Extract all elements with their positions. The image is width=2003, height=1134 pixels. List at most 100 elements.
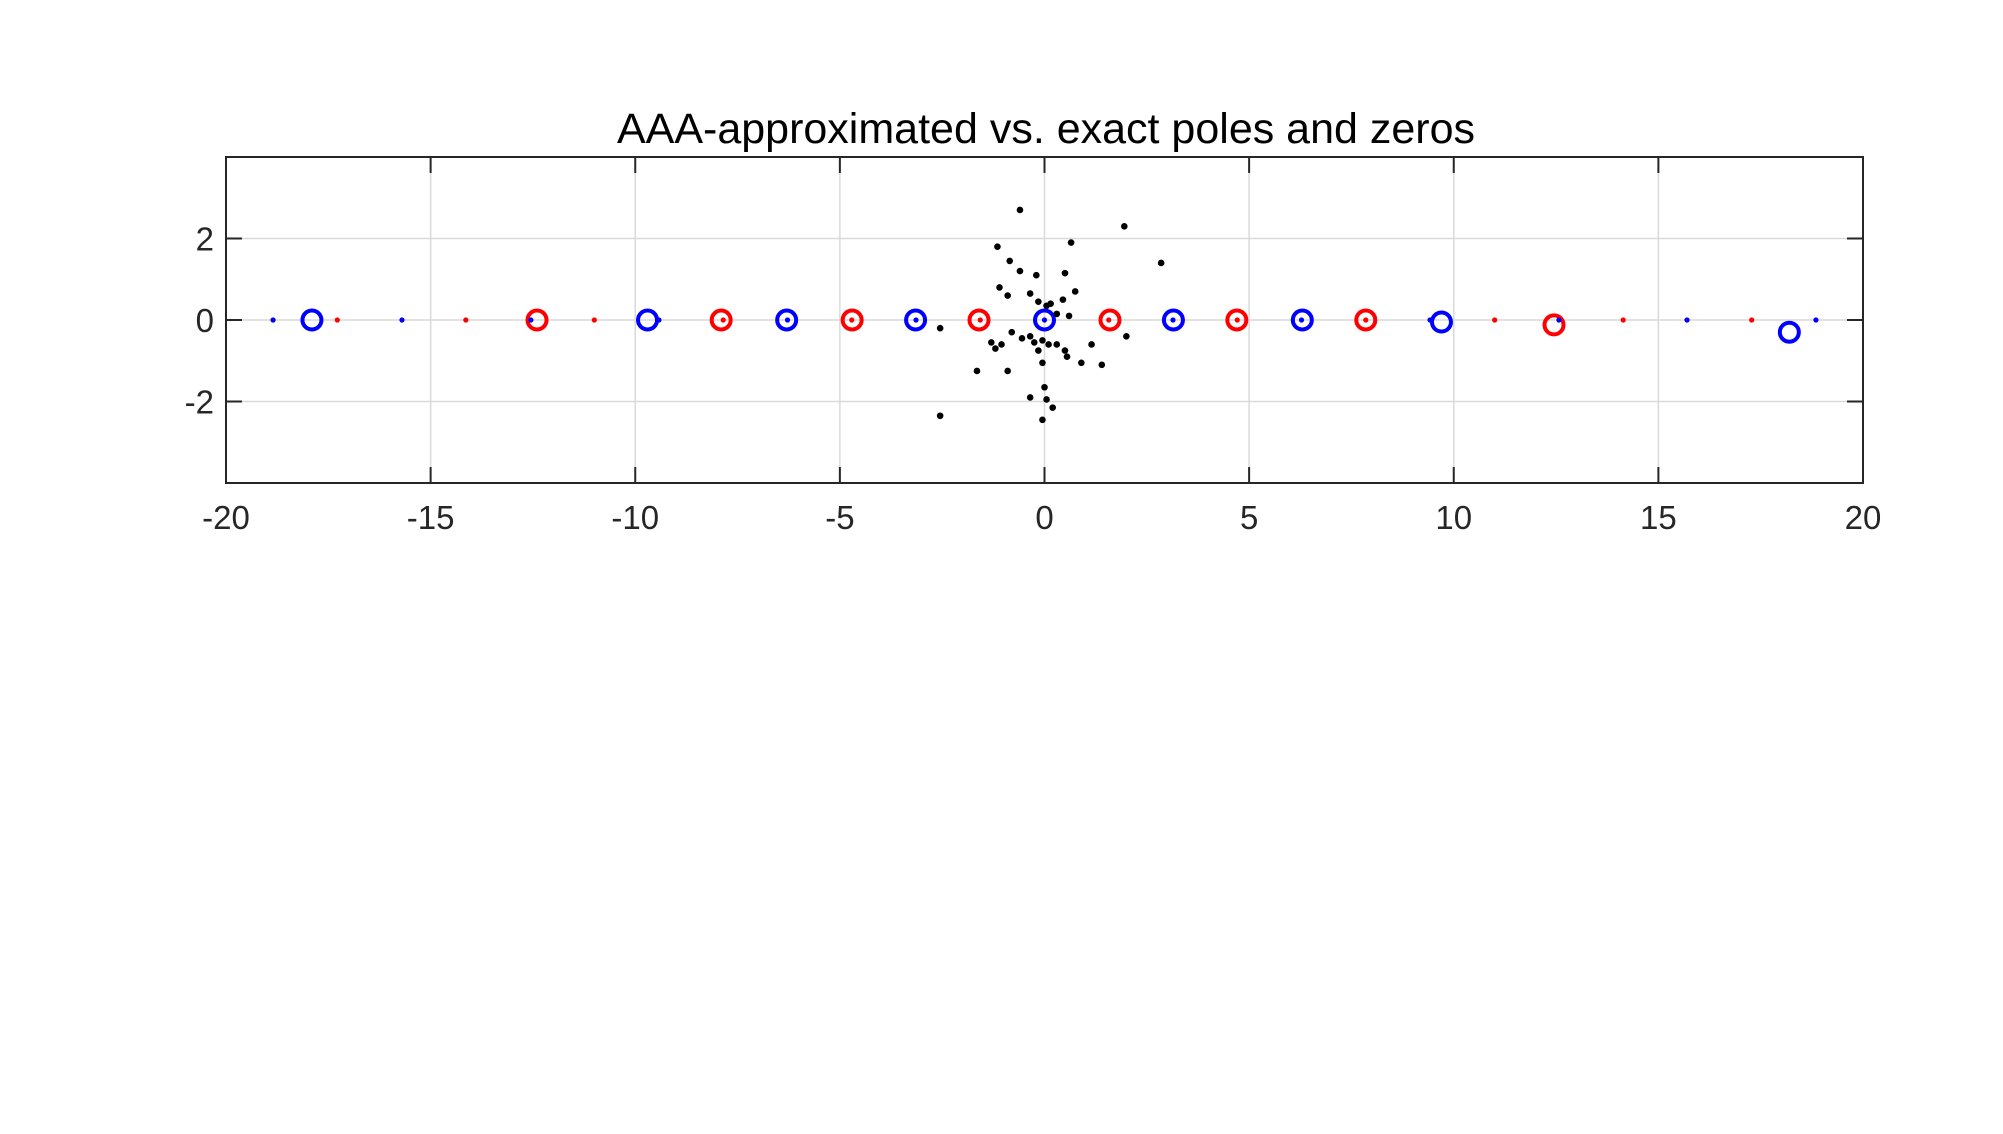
dot-marker xyxy=(1030,339,1038,346)
dot-marker xyxy=(1026,333,1034,340)
dot-marker xyxy=(1053,310,1061,318)
dot-marker xyxy=(1813,317,1819,323)
dot-marker xyxy=(784,317,791,323)
dot-marker xyxy=(1006,257,1014,265)
dot-marker xyxy=(1067,239,1075,246)
dot-marker xyxy=(1043,396,1050,403)
dot-marker xyxy=(1049,404,1056,411)
open-circle-marker xyxy=(904,308,928,332)
dot-marker xyxy=(1059,296,1067,303)
open-circle-marker xyxy=(1429,310,1453,334)
dot-marker xyxy=(463,317,469,323)
x-tick-label: 10 xyxy=(1435,499,1472,536)
open-circle-marker xyxy=(1777,320,1801,344)
dot-marker xyxy=(1684,317,1690,323)
dot-marker xyxy=(977,317,983,323)
dot-marker xyxy=(994,243,1001,250)
axis-ticks xyxy=(225,157,1864,483)
open-circle-marker xyxy=(1542,313,1566,337)
dot-marker xyxy=(1170,317,1176,323)
dot-marker xyxy=(1063,353,1071,360)
dot-marker xyxy=(1234,317,1240,323)
dot-marker xyxy=(1121,222,1128,230)
x-tick-label: 5 xyxy=(1240,499,1258,536)
dot-marker xyxy=(1045,341,1052,348)
dot-marker xyxy=(1065,312,1073,320)
open-circle-marker xyxy=(840,308,864,332)
dot-marker xyxy=(334,317,340,323)
y-tick-label: 2 xyxy=(196,221,214,258)
open-circle-marker xyxy=(1161,308,1185,332)
dot-marker xyxy=(1071,288,1079,295)
dot-marker xyxy=(1004,292,1011,299)
dot-marker xyxy=(973,367,981,375)
dot-marker xyxy=(1033,271,1040,279)
chart-title: AAA-approximated vs. exact poles and zer… xyxy=(617,105,1475,153)
open-circle-marker xyxy=(1033,308,1056,332)
dot-marker xyxy=(1035,347,1042,354)
dot-marker xyxy=(1363,317,1369,323)
dot-marker xyxy=(1041,383,1048,391)
open-circle-marker xyxy=(300,308,324,332)
y-tick-labels: -2 0 2 xyxy=(185,221,214,421)
dot-marker xyxy=(1018,335,1026,342)
dot-marker xyxy=(1157,259,1165,267)
dot-marker xyxy=(1053,341,1061,348)
dot-marker xyxy=(1047,300,1054,308)
open-circle-marker xyxy=(1098,308,1122,332)
dot-marker xyxy=(1039,359,1046,367)
dot-marker xyxy=(399,317,405,323)
dot-marker xyxy=(1427,317,1433,323)
dot-marker xyxy=(270,317,276,323)
dot-marker xyxy=(1098,361,1106,369)
dot-marker xyxy=(1061,269,1069,277)
dot-marker xyxy=(998,341,1005,348)
x-tick-label: -20 xyxy=(202,499,250,536)
dot-marker xyxy=(720,317,726,323)
dot-marker xyxy=(936,412,944,420)
dot-marker xyxy=(936,324,944,332)
dot-marker xyxy=(1026,394,1034,401)
dot-marker xyxy=(1016,267,1024,275)
dot-marker xyxy=(1026,290,1034,297)
dot-marker xyxy=(1035,298,1042,305)
dot-marker xyxy=(528,317,534,323)
dot-marker xyxy=(996,284,1003,291)
open-circle-marker xyxy=(1225,308,1249,332)
dot-marker xyxy=(1556,317,1562,323)
open-circle-marker xyxy=(1354,308,1378,332)
y-tick-label: 0 xyxy=(196,302,214,339)
x-tick-label: 15 xyxy=(1640,499,1677,536)
dot-marker xyxy=(1088,341,1095,348)
dot-marker xyxy=(1008,328,1016,336)
x-tick-label: -10 xyxy=(611,499,659,536)
data-markers xyxy=(270,206,1819,424)
y-tick-label: -2 xyxy=(185,384,214,421)
open-circle-marker xyxy=(525,308,549,332)
dot-marker xyxy=(987,339,995,346)
dot-marker xyxy=(1039,416,1046,424)
dot-marker xyxy=(1749,317,1755,323)
dot-marker xyxy=(1061,347,1069,354)
dot-marker xyxy=(1106,317,1112,323)
x-tick-label: 0 xyxy=(1035,499,1053,536)
x-tick-label: -5 xyxy=(825,499,854,536)
dot-marker xyxy=(992,345,999,352)
dot-marker xyxy=(1620,317,1626,323)
open-circle-marker xyxy=(1290,308,1314,332)
x-tick-labels: -20 -15 -10 -5 0 5 10 15 20 xyxy=(202,499,1881,536)
dot-marker xyxy=(1298,317,1305,323)
dot-marker xyxy=(591,317,597,323)
dot-marker xyxy=(1492,317,1498,323)
dot-marker xyxy=(1123,333,1130,340)
x-tick-label: -15 xyxy=(407,499,455,536)
open-circle-marker xyxy=(967,308,991,332)
open-circle-marker xyxy=(709,308,733,332)
x-tick-label: 20 xyxy=(1845,499,1882,536)
dot-marker xyxy=(913,317,919,323)
open-circle-marker xyxy=(775,308,799,332)
dot-marker xyxy=(1039,337,1046,344)
dot-marker xyxy=(1078,359,1085,367)
